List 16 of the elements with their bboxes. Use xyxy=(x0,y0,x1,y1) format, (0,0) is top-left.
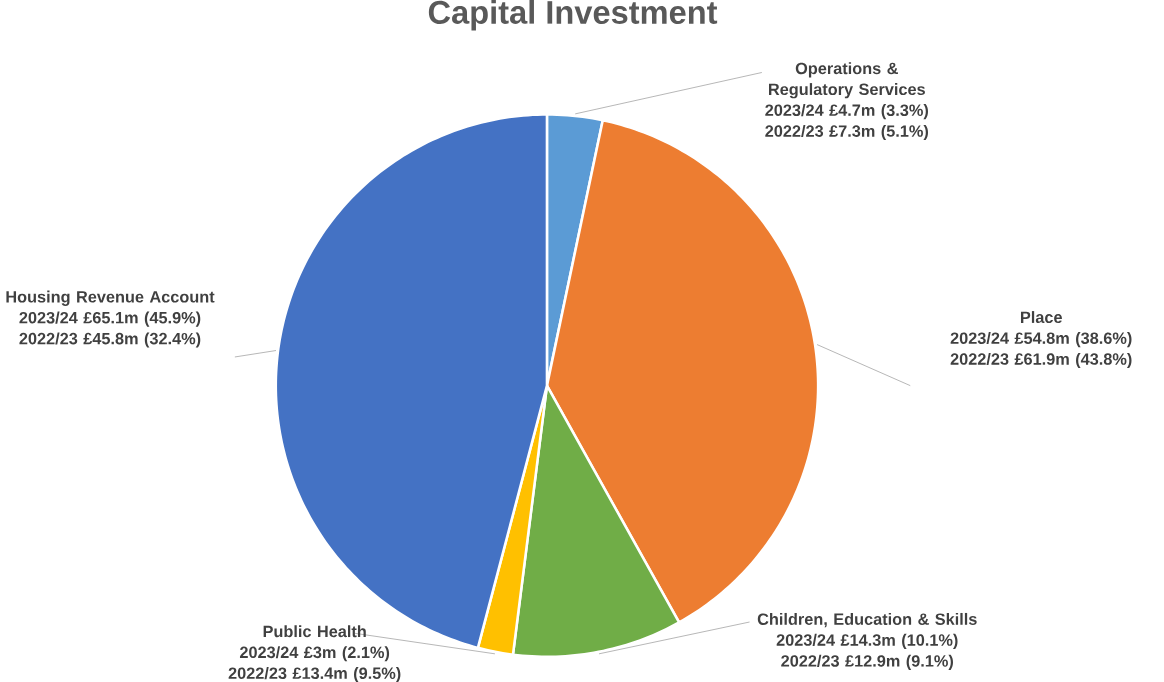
slice-label: Housing Revenue Account xyxy=(6,290,215,306)
data-label: 2023/24 £4.7m (3.3%) xyxy=(765,103,929,120)
data-label: 2023/24 £65.1m (45.9%) xyxy=(19,311,201,327)
data-label: 2023/24 £3m (2.1%) xyxy=(239,646,390,662)
text: 2022/23 £12.9m (9.1%) xyxy=(781,654,953,670)
chart-title: Capital Investment xyxy=(428,0,718,31)
text: 2022/23 £61.9m (43.8%) xyxy=(950,352,1132,368)
slice-label: Public Health xyxy=(263,625,366,638)
slice-label: Place xyxy=(1020,310,1062,323)
data-label: 2023/24 £14.3m (10.1%) xyxy=(776,633,958,649)
slice-label: Operations & Regulatory Services xyxy=(769,62,925,99)
data-label: 2023/24 £54.8m (38.6%) xyxy=(950,331,1132,348)
slice-label: Children, Education & Skills xyxy=(757,612,977,628)
text: 2022/23 £45.8m (32.4%) xyxy=(19,332,201,348)
text: 2022/23 £7.3m (5.1%) xyxy=(765,124,929,140)
text: 2022/23 £13.4m (9.5%) xyxy=(228,666,401,682)
